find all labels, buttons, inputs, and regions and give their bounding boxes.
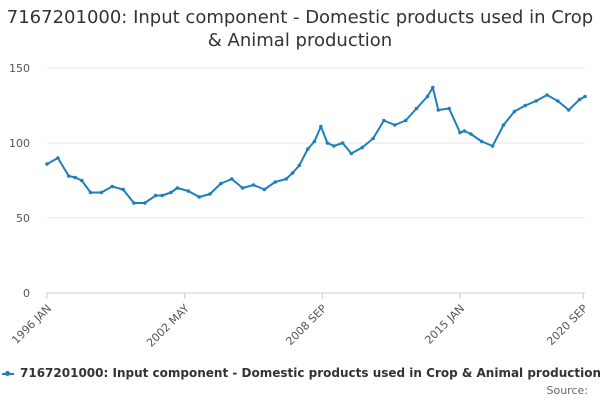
y-tick-label: 100 (9, 137, 30, 150)
data-point (403, 118, 408, 123)
data-point (56, 156, 60, 160)
data-point (169, 190, 173, 195)
data-point (306, 147, 310, 151)
data-point (251, 183, 256, 187)
x-tick-labels: 1996 JAN 2002 MAY 2008 SEP 2015 JAN 2020 SEP (9, 302, 590, 350)
data-point (462, 129, 467, 133)
data-point (297, 163, 302, 168)
data-point (469, 132, 473, 136)
x-tick-label: 2008 SEP (283, 302, 329, 348)
data-point (393, 123, 397, 127)
data-point (219, 181, 223, 186)
legend: 7167201000: Input component - Domestic p… (2, 366, 600, 380)
data-point (490, 144, 495, 148)
data-point (273, 180, 278, 184)
data-point (186, 189, 191, 193)
data-point (121, 187, 125, 192)
data-point (523, 103, 527, 108)
data-point (447, 106, 451, 111)
x-tick-label: 2015 JAN (422, 302, 467, 347)
data-point (501, 123, 506, 127)
data-point (340, 141, 345, 145)
data-point (431, 85, 435, 90)
data-point (80, 178, 84, 183)
data-point (479, 139, 484, 144)
chart-title: 7167201000: Input component - Domestic p… (6, 7, 594, 51)
data-point (414, 106, 419, 111)
data-point (262, 187, 267, 192)
data-point (312, 139, 317, 144)
data-point (230, 177, 234, 181)
data-point (332, 144, 336, 148)
series-layer (45, 85, 587, 205)
legend-label: 7167201000: Input component - Domestic p… (20, 366, 600, 380)
data-point (583, 94, 587, 99)
gridlines (47, 67, 585, 219)
x-tick-label: 1996 JAN (9, 302, 54, 347)
data-point (45, 162, 49, 166)
data-point (325, 141, 330, 145)
data-point (512, 109, 517, 114)
data-point (73, 175, 78, 180)
data-point (110, 184, 114, 189)
data-point (197, 195, 201, 199)
data-point (143, 201, 147, 205)
data-point (458, 130, 462, 135)
data-point (545, 93, 549, 97)
x-tick-label: 2020 SEP (544, 302, 590, 348)
data-point (284, 177, 288, 181)
data-point (534, 99, 538, 103)
data-point (88, 190, 93, 195)
data-point (208, 192, 212, 196)
data-point (556, 99, 560, 103)
source-label: Source: (546, 384, 589, 397)
data-point (132, 201, 136, 205)
data-point (436, 108, 441, 112)
data-point (566, 108, 571, 112)
y-tick-label: 0 (23, 287, 30, 300)
data-point (577, 97, 582, 102)
y-tick-labels: 0 50 100 150 (9, 62, 30, 300)
data-point (290, 171, 295, 175)
axes (46, 292, 585, 299)
y-tick-label: 50 (16, 212, 30, 225)
data-point (160, 193, 164, 198)
legend-swatch (2, 370, 14, 376)
y-tick-label: 150 (9, 62, 30, 75)
x-tick-label: 2002 MAY (144, 302, 192, 350)
data-point (153, 193, 158, 198)
data-point (360, 145, 365, 150)
data-point (66, 174, 71, 178)
data-point (425, 94, 430, 99)
data-point (99, 190, 104, 195)
data-point (175, 186, 180, 190)
data-point (382, 118, 386, 123)
data-point (319, 124, 323, 129)
data-point (240, 186, 245, 190)
series-line (46, 86, 586, 204)
data-point (349, 151, 354, 156)
data-point (371, 136, 375, 141)
